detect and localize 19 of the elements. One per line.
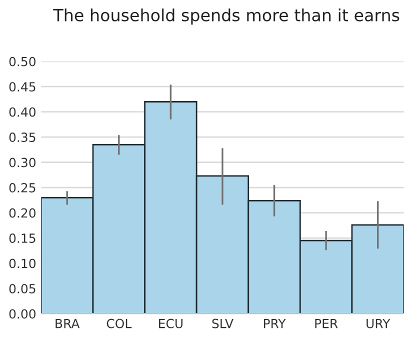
y-tick-label: 0.40: [9, 107, 36, 117]
y-tick-label: 0.20: [9, 208, 36, 218]
x-tick-label: BRA: [56, 318, 80, 328]
y-tick-label: 0.50: [9, 56, 36, 66]
y-tick-label: 0.45: [9, 82, 36, 92]
y-tick-label: 0.05: [9, 284, 36, 294]
y-tick-label: 0.35: [9, 132, 36, 142]
x-tick-label: COL: [106, 318, 132, 328]
y-tick-label: 0.15: [9, 233, 36, 243]
x-tick-label: URY: [366, 318, 390, 328]
y-tick-label: 0.00: [9, 309, 36, 319]
y-tick-label: 0.30: [9, 158, 36, 168]
y-tick-label: 0.10: [9, 258, 36, 268]
x-tick-label: SLV: [212, 318, 234, 328]
x-tick-label: PER: [315, 318, 338, 328]
chart-title: The household spends more than it earns: [53, 8, 400, 25]
x-tick-label: ECU: [159, 318, 182, 328]
x-tick-label: PRY: [264, 318, 286, 328]
y-tick-label: 0.25: [9, 183, 36, 192]
